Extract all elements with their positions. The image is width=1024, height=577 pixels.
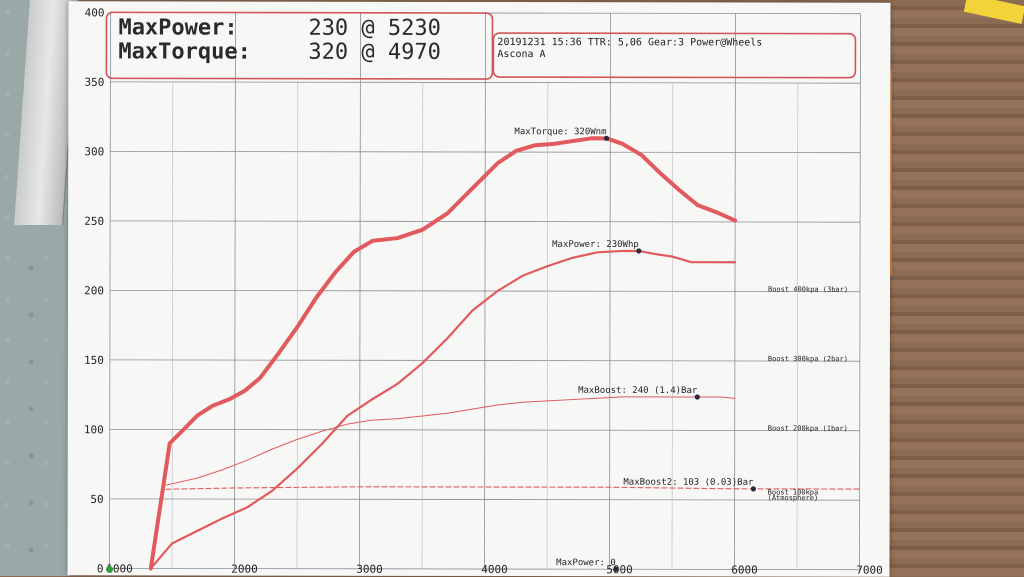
boost-reference-label: Boost 400kpa (3bar) bbox=[768, 286, 848, 294]
annotation-marker bbox=[603, 135, 610, 141]
grid-line-minor bbox=[546, 83, 549, 570]
y-tick-label: 50 bbox=[90, 493, 103, 506]
grid-line-vertical bbox=[734, 13, 736, 570]
info-box-border bbox=[492, 32, 857, 79]
grid-line-vertical bbox=[484, 13, 486, 570]
grid-line-minor bbox=[796, 83, 799, 570]
annotation-marker bbox=[694, 394, 700, 400]
torque-curve bbox=[148, 136, 738, 571]
annotation-label: MaxBoost2: 103 (0.03)Bar bbox=[623, 478, 754, 488]
y-tick-label: 100 bbox=[84, 423, 104, 436]
y-tick-label: 400 bbox=[85, 6, 105, 19]
grid-line-minor bbox=[171, 82, 174, 569]
boost-curve bbox=[165, 396, 736, 486]
max-torque-label: MaxTorque: bbox=[118, 39, 250, 64]
x-tick-label: 6000 bbox=[731, 563, 758, 576]
grid-line-minor bbox=[671, 83, 674, 570]
boost-reference-labels: Boost 400kpa (3bar) Boost 300kpa (2bar) Bo… bbox=[768, 286, 848, 503]
chart-series bbox=[148, 136, 861, 571]
y-tick-label: 250 bbox=[84, 215, 104, 228]
summary-box-border bbox=[105, 11, 494, 80]
max-torque-value: 320 @ 4970 bbox=[308, 40, 440, 65]
dyno-printout-paper: 400 350 300 250 200 150 100 50 0 1000 2000 3000 400… bbox=[67, 1, 891, 577]
grid-line-vertical bbox=[859, 13, 861, 570]
annotation-label: MaxBoost: 240 (1.4)Bar bbox=[578, 386, 698, 396]
boost2-curve bbox=[165, 486, 861, 490]
boost-reference-label: Boost 100kpa bbox=[768, 488, 819, 496]
x-tick-labels: 1000 2000 3000 4000 5000 6000 7000 bbox=[106, 562, 883, 577]
grid-line-vertical bbox=[609, 13, 611, 570]
grid-line-vertical bbox=[109, 12, 111, 569]
x-tick-label: 4000 bbox=[481, 563, 508, 576]
y-tick-label: 150 bbox=[84, 354, 104, 367]
x-tick-label: 5000 bbox=[606, 563, 633, 576]
x-tick-label: 3000 bbox=[356, 563, 383, 576]
origin-marker bbox=[106, 565, 114, 573]
annotation-marker bbox=[636, 248, 642, 254]
chart-grid bbox=[109, 11, 861, 571]
boost-reference-label: Boost 300kpa (2bar) bbox=[768, 355, 848, 363]
max-power-value: 230 @ 5230 bbox=[308, 16, 440, 41]
y-tick-label: 0 bbox=[97, 562, 104, 575]
y-tick-label: 200 bbox=[84, 284, 104, 297]
annotation-label: MaxPower: 230Whp bbox=[552, 240, 639, 250]
max-power-label: MaxPower: bbox=[118, 15, 237, 40]
grid-line-minor bbox=[421, 82, 424, 569]
power-curve bbox=[149, 249, 737, 570]
boost-reference-label: (Atmosphere) bbox=[768, 494, 819, 502]
car-name-text: Ascona A bbox=[497, 49, 545, 60]
y-tick-labels: 400 350 300 250 200 150 100 50 0 bbox=[84, 6, 105, 575]
annotation-label: MaxPower: 0 bbox=[556, 558, 616, 568]
annotation-marker bbox=[750, 486, 757, 492]
annotation-label: MaxTorque: 320Wnm bbox=[514, 127, 606, 137]
dyno-chart: 400 350 300 250 200 150 100 50 0 1000 2000 3000 400… bbox=[84, 6, 883, 577]
run-info-text: 20191231 15:36 TTR: 5,06 Gear:3 Power@Wh… bbox=[497, 37, 762, 48]
chart-annotations: MaxTorque: 320Wnm MaxPower: 230Whp MaxBoos… bbox=[514, 127, 757, 572]
header-info-box: 20191231 15:36 TTR: 5,06 Gear:3 Power@Wh… bbox=[492, 32, 857, 79]
grid-line-vertical bbox=[359, 12, 361, 569]
grid-line-vertical bbox=[234, 12, 236, 569]
header-summary-box: MaxPower: 230 @ 5230 MaxTorque: 320 @ 49… bbox=[105, 11, 494, 80]
y-tick-label: 300 bbox=[84, 145, 104, 158]
annotation-marker bbox=[613, 566, 619, 572]
x-tick-label: 2000 bbox=[231, 563, 258, 576]
y-tick-label: 350 bbox=[84, 76, 104, 89]
x-tick-label: 1000 bbox=[106, 562, 133, 575]
x-tick-label: 7000 bbox=[856, 564, 883, 577]
background-wood bbox=[885, 0, 1024, 576]
boost-reference-label: Boost 200kpa (1bar) bbox=[768, 425, 848, 433]
